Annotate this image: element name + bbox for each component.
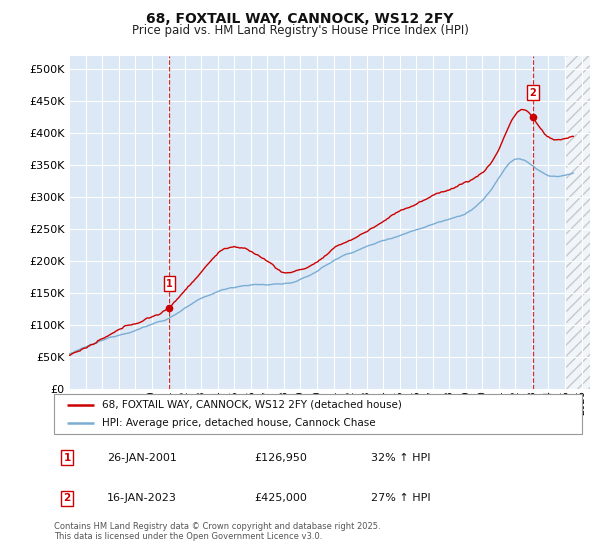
Text: 32% ↑ HPI: 32% ↑ HPI — [371, 452, 430, 463]
Text: 1: 1 — [166, 278, 173, 288]
Text: 26-JAN-2001: 26-JAN-2001 — [107, 452, 176, 463]
Text: 2: 2 — [529, 87, 536, 97]
Text: 27% ↑ HPI: 27% ↑ HPI — [371, 493, 430, 503]
Text: £425,000: £425,000 — [254, 493, 308, 503]
Text: 68, FOXTAIL WAY, CANNOCK, WS12 2FY: 68, FOXTAIL WAY, CANNOCK, WS12 2FY — [146, 12, 454, 26]
Text: Contains HM Land Registry data © Crown copyright and database right 2025.
This d: Contains HM Land Registry data © Crown c… — [54, 522, 380, 542]
Text: 1: 1 — [64, 452, 71, 463]
Text: Price paid vs. HM Land Registry's House Price Index (HPI): Price paid vs. HM Land Registry's House … — [131, 24, 469, 36]
Bar — [565, 56, 590, 389]
Text: £126,950: £126,950 — [254, 452, 308, 463]
Text: 68, FOXTAIL WAY, CANNOCK, WS12 2FY (detached house): 68, FOXTAIL WAY, CANNOCK, WS12 2FY (deta… — [101, 400, 401, 410]
Text: HPI: Average price, detached house, Cannock Chase: HPI: Average price, detached house, Cann… — [101, 418, 375, 428]
Text: 16-JAN-2023: 16-JAN-2023 — [107, 493, 176, 503]
Text: 2: 2 — [64, 493, 71, 503]
